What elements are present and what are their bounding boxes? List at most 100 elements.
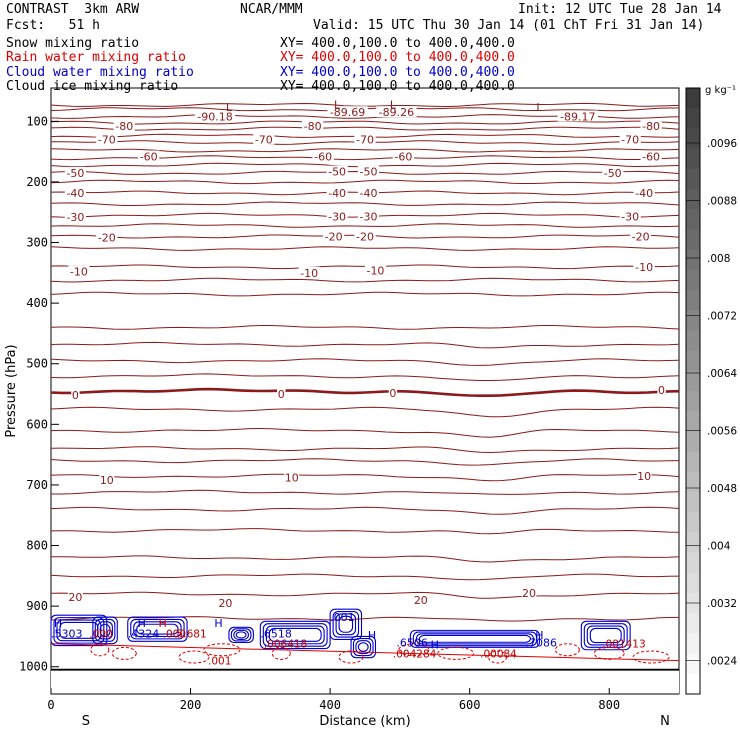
colorbar-segment bbox=[686, 411, 700, 432]
contour-label-bg bbox=[71, 389, 80, 401]
colorbar-tick-label: .0056 bbox=[707, 426, 737, 438]
temperature-contour-line bbox=[50, 446, 680, 454]
contour-label-bg bbox=[64, 211, 87, 223]
rain-water-value: .001413 bbox=[602, 639, 645, 651]
rain-water-contour bbox=[271, 646, 291, 660]
colorbar-segment bbox=[686, 108, 700, 129]
contour-label: -80 bbox=[115, 120, 133, 133]
colorbar-unit: g kg⁻¹ bbox=[705, 85, 736, 96]
contour-label-bg bbox=[284, 471, 300, 483]
temperature-contour-line bbox=[50, 223, 680, 228]
contour-label: -30 bbox=[328, 210, 346, 223]
temperature-contour-line bbox=[50, 126, 680, 131]
contour-label: -40 bbox=[66, 187, 84, 200]
temperature-contour-line bbox=[50, 406, 680, 418]
colorbar-segment bbox=[686, 189, 700, 210]
colorbar-segment bbox=[686, 492, 700, 513]
temperature-contour-line bbox=[50, 555, 680, 563]
extremum-marker: H bbox=[54, 617, 62, 630]
colorbar-segment bbox=[686, 269, 700, 291]
contour-label: -89.26 bbox=[379, 106, 414, 119]
colorbar-tick-label: .0064 bbox=[707, 368, 737, 380]
temperature-contour-line bbox=[50, 458, 680, 466]
cloud-water-contour bbox=[228, 626, 254, 644]
colorbar-segment bbox=[686, 209, 700, 230]
cloud-water-contour bbox=[136, 623, 179, 635]
y-tick-label: 300 bbox=[26, 236, 48, 250]
rain-water-contour bbox=[178, 650, 210, 664]
contour-label: 20 bbox=[68, 591, 82, 604]
cloud-water-contour bbox=[335, 613, 357, 636]
rain-water-contour bbox=[554, 643, 580, 657]
contour-label-bg bbox=[113, 120, 135, 132]
cloud-water-contour bbox=[53, 617, 105, 644]
contour-label: -70 bbox=[98, 134, 116, 147]
colorbar-segment bbox=[686, 290, 700, 311]
colorbar-segment bbox=[686, 310, 700, 331]
rain-water-value: 5.681 bbox=[177, 628, 207, 640]
colorbar-tick-label: .0088 bbox=[707, 196, 737, 208]
contour-label-bg bbox=[253, 133, 275, 145]
extremum-marker: H bbox=[138, 617, 146, 630]
contour-label: -60 bbox=[140, 150, 158, 163]
extremum-marker: H bbox=[535, 629, 543, 642]
cloud-water-contour bbox=[92, 616, 118, 645]
contour-label: -50 bbox=[66, 167, 84, 180]
colorbar-tick-label: .0032 bbox=[707, 598, 737, 610]
contour-label: -30 bbox=[360, 210, 378, 223]
rain-water-contour bbox=[593, 646, 625, 660]
colorbar-segment bbox=[686, 168, 700, 190]
rain-water-contour bbox=[488, 650, 508, 664]
contour-label-bg bbox=[277, 388, 286, 400]
temperature-contour-line bbox=[50, 201, 680, 206]
cloud-water-contour bbox=[56, 619, 102, 642]
colorbar-segment bbox=[686, 613, 700, 634]
colorbar-segment bbox=[686, 330, 700, 352]
colorbar-segment bbox=[686, 128, 700, 150]
contour-label: -89.17 bbox=[560, 110, 595, 123]
contour-label-bg bbox=[357, 165, 380, 177]
north-label: N bbox=[660, 714, 670, 729]
contour-label-bg bbox=[521, 586, 537, 598]
south-label: S bbox=[82, 714, 90, 729]
rain-water-contour bbox=[111, 646, 137, 660]
cloud-water-contour bbox=[133, 621, 182, 638]
contour-label-bg bbox=[388, 386, 398, 398]
colorbar-segment bbox=[686, 653, 700, 675]
colorbar-frame bbox=[685, 87, 701, 695]
init-time: Init: 12 UTC Tue 28 Jan 14 bbox=[518, 2, 722, 17]
field-cloudwater-label: Cloud water mixing ratio bbox=[6, 65, 194, 80]
valid-time: Valid: 15 UTC Thu 30 Jan 14 (01 ChT Fri … bbox=[313, 18, 705, 33]
y-tick-label: 800 bbox=[26, 539, 48, 553]
x-tick-label: 600 bbox=[459, 698, 481, 712]
extremum-marker: H bbox=[431, 638, 439, 651]
cloud-water-contour bbox=[265, 625, 325, 645]
rain-water-contour bbox=[338, 650, 364, 664]
contour-label-bg bbox=[357, 210, 380, 222]
temperature-contour-line bbox=[50, 120, 680, 125]
contour-label: -50 bbox=[604, 167, 622, 180]
rain-water-contour bbox=[203, 643, 241, 657]
contour-label: -30 bbox=[66, 211, 84, 224]
colorbar-segment bbox=[686, 451, 700, 473]
contour-label: 0 bbox=[72, 389, 79, 402]
contour-label: -60 bbox=[394, 150, 412, 163]
temperature-contour-line bbox=[50, 373, 680, 381]
cloud-water-contour bbox=[589, 627, 622, 644]
contour-label: -70 bbox=[255, 134, 273, 147]
x-tick-label: 800 bbox=[598, 698, 620, 712]
zero-isotherm-line bbox=[50, 387, 680, 397]
y-axis-title: Pressure (hPa) bbox=[4, 344, 19, 437]
cloud-water-value: .6518 bbox=[260, 627, 292, 640]
cloud-water-contour bbox=[355, 640, 372, 654]
rain-water-value: .001 bbox=[208, 656, 231, 668]
contour-label-bg bbox=[602, 166, 624, 178]
temperature-contour-line bbox=[50, 358, 680, 366]
cloud-water-contour bbox=[262, 623, 328, 647]
contour-label: -10 bbox=[70, 266, 88, 279]
model-title: CONTRAST 3km ARW bbox=[6, 2, 140, 17]
temperature-contour-line bbox=[50, 341, 680, 349]
temperature-contour-line bbox=[50, 616, 680, 622]
colorbar-segment bbox=[686, 572, 700, 594]
field-ice-label: Cloud ice mixing ratio bbox=[6, 79, 179, 94]
